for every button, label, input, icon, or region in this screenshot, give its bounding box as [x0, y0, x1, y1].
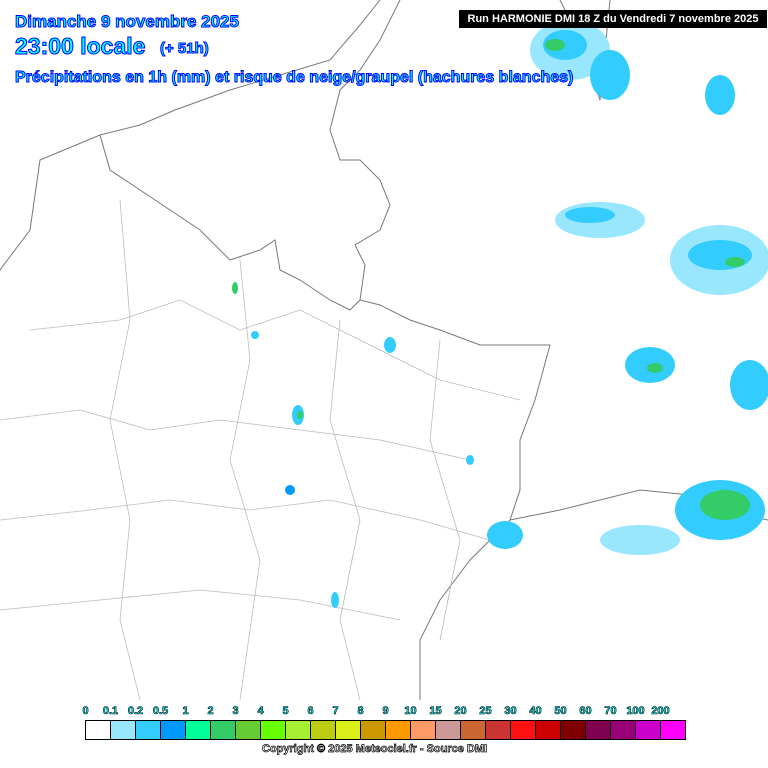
legend-label: 7	[332, 705, 339, 718]
legend-label: 0.2	[127, 705, 144, 718]
copyright: Copyright © 2025 Meteociel.fr - Source D…	[262, 743, 488, 756]
legend-label: 40	[529, 705, 542, 718]
forecast-time: 23:00 locale	[14, 33, 146, 60]
legend-label: 1	[182, 705, 189, 718]
legend-label: 2	[207, 705, 214, 718]
legend-swatch	[486, 721, 511, 739]
legend-swatch	[86, 721, 111, 739]
legend-label: 60	[579, 705, 592, 718]
legend-label: 8	[357, 705, 364, 718]
legend-label: 200	[651, 705, 670, 718]
legend-swatch	[611, 721, 636, 739]
legend-swatch	[361, 721, 386, 739]
legend-label: 10	[404, 705, 417, 718]
map-subtitle: Précipitations en 1h (mm) et risque de n…	[14, 69, 574, 87]
legend-swatch	[111, 721, 136, 739]
legend-swatch	[586, 721, 611, 739]
legend-label: 6	[307, 705, 314, 718]
legend-label: 25	[479, 705, 492, 718]
legend-swatch	[561, 721, 586, 739]
legend-swatch	[261, 721, 286, 739]
legend-color-scale	[85, 720, 686, 740]
legend-swatch	[186, 721, 211, 739]
legend-swatch	[386, 721, 411, 739]
legend-swatch	[461, 721, 486, 739]
legend-label: 15	[429, 705, 442, 718]
legend-labels: 0 0.1 0.2 0.5 1 2 3 4 5 6 7 8 9 10 15 20 25 30 40 50 60 70 100…	[73, 705, 698, 719]
region-borders	[0, 199, 521, 701]
legend-label: 9	[382, 705, 389, 718]
legend-swatch	[136, 721, 161, 739]
legend-swatch	[636, 721, 661, 739]
legend-label: 50	[554, 705, 567, 718]
legend-swatch	[436, 721, 461, 739]
precipitation-areas	[232, 20, 768, 608]
legend-swatch	[661, 721, 685, 739]
legend-label: 100	[626, 705, 645, 718]
forecast-date: Dimanche 9 novembre 2025	[15, 12, 240, 32]
legend-swatch	[236, 721, 261, 739]
legend-swatch	[211, 721, 236, 739]
model-run-label: Run HARMONIE DMI 18 Z du Vendredi 7 nove…	[459, 10, 767, 28]
forecast-offset: (+ 51h)	[160, 40, 210, 58]
legend-label: 5	[282, 705, 289, 718]
legend-swatch	[311, 721, 336, 739]
legend-label: 3	[232, 705, 239, 718]
legend-label: 0.1	[102, 705, 119, 718]
legend-label: 20	[454, 705, 467, 718]
legend-swatch	[411, 721, 436, 739]
legend-label: 0.5	[152, 705, 169, 718]
legend-swatch	[336, 721, 361, 739]
legend-label: 30	[504, 705, 517, 718]
legend-swatch	[286, 721, 311, 739]
legend-label: 4	[257, 705, 264, 718]
legend-swatch	[511, 721, 536, 739]
legend-label: 70	[604, 705, 617, 718]
legend-swatch	[161, 721, 186, 739]
legend-swatch	[536, 721, 561, 739]
legend-label: 0	[82, 705, 89, 718]
